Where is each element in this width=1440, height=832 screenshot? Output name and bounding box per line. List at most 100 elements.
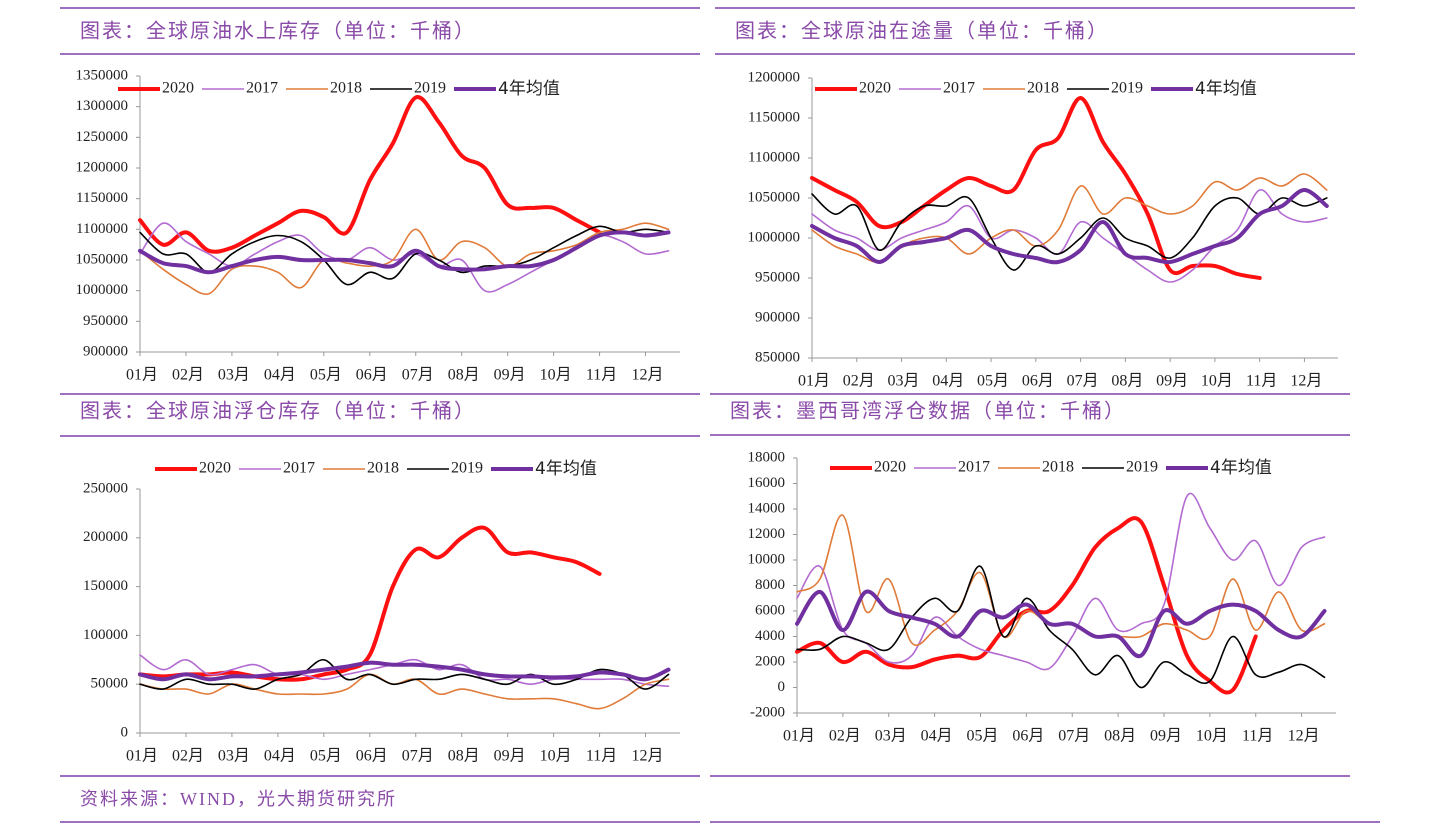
x-tick-label: 02月: [843, 373, 875, 390]
series-line: [138, 230, 671, 275]
x-tick-label: 08月: [1111, 373, 1143, 390]
legend-label: 2020: [199, 460, 231, 477]
x-tick-label: 10月: [540, 748, 572, 765]
x-tick-label: 11月: [1242, 728, 1273, 745]
legend-label: 2017: [283, 460, 315, 477]
y-tick-label: 1200000: [76, 159, 129, 175]
legend-label: 2017: [943, 80, 975, 97]
y-tick-label: 2000: [755, 653, 785, 669]
x-tick-label: 08月: [1104, 728, 1136, 745]
chart-title: 图表：全球原油浮仓库存（单位：千桶）: [80, 400, 476, 423]
x-tick-label: 04月: [932, 373, 964, 390]
y-tick-label: 900000: [755, 309, 800, 325]
y-tick-label: 1100000: [748, 149, 800, 165]
x-tick-label: 10月: [1196, 728, 1228, 745]
x-tick-label: 01月: [783, 728, 815, 745]
series-line: [810, 188, 1329, 265]
legend-label: 2018: [1042, 459, 1074, 476]
y-tick-label: -2000: [750, 704, 785, 720]
x-tick-label: 01月: [798, 373, 830, 390]
x-tick-label: 09月: [494, 367, 526, 384]
x-tick-label: 03月: [218, 748, 250, 765]
legend-label: 4年均值: [1195, 79, 1257, 99]
x-tick-label: 06月: [356, 367, 388, 384]
x-tick-label: 12月: [632, 367, 664, 384]
series-line: [811, 193, 1328, 271]
legend-label: 2017: [958, 459, 990, 476]
x-tick-label: 10月: [540, 367, 572, 384]
y-tick-label: 1000000: [76, 282, 129, 298]
y-tick-label: 1250000: [76, 129, 129, 145]
x-tick-label: 12月: [1288, 728, 1320, 745]
y-tick-label: 1150000: [748, 109, 800, 125]
y-tick-label: 1050000: [748, 189, 801, 205]
x-tick-label: 03月: [875, 728, 907, 745]
series-line: [795, 589, 1327, 659]
legend-label: 4年均值: [498, 79, 560, 99]
y-tick-label: 150000: [83, 578, 128, 594]
y-tick-label: 250000: [83, 480, 128, 496]
x-tick-label: 01月: [126, 748, 158, 765]
y-tick-label: 850000: [755, 349, 800, 365]
x-tick-label: 12月: [632, 748, 664, 765]
legend-label: 2018: [367, 460, 399, 477]
y-tick-label: 950000: [83, 313, 128, 329]
legend-label: 4年均值: [1210, 458, 1272, 478]
x-tick-label: 09月: [494, 748, 526, 765]
series-line: [811, 189, 1328, 283]
x-tick-label: 06月: [1022, 373, 1054, 390]
x-tick-label: 07月: [402, 748, 434, 765]
source-note: 资料来源：WIND，光大期货研究所: [80, 789, 397, 809]
x-tick-label: 12月: [1290, 373, 1322, 390]
y-tick-label: 1350000: [76, 67, 129, 83]
series-line: [138, 660, 671, 682]
x-tick-label: 09月: [1156, 373, 1188, 390]
series-line: [138, 95, 602, 254]
y-tick-label: 1100000: [76, 221, 128, 237]
x-tick-label: 08月: [448, 748, 480, 765]
series-line: [796, 565, 1326, 689]
x-tick-label: 04月: [264, 367, 296, 384]
y-tick-label: 1200000: [748, 69, 801, 85]
series-line: [811, 173, 1328, 263]
series-line: [139, 659, 670, 690]
legend-label: 2020: [874, 459, 906, 476]
x-tick-label: 03月: [888, 373, 920, 390]
x-tick-label: 04月: [921, 728, 953, 745]
x-tick-label: 05月: [310, 367, 342, 384]
y-tick-label: 1150000: [76, 190, 128, 206]
legend-label: 2020: [162, 80, 194, 97]
y-tick-label: 14000: [748, 500, 786, 516]
series-line: [138, 525, 602, 682]
chart-title: 图表：墨西哥湾浮仓数据（单位：千桶）: [730, 400, 1126, 423]
x-tick-label: 06月: [1012, 728, 1044, 745]
y-tick-label: 200000: [83, 529, 128, 545]
y-tick-label: 6000: [755, 602, 785, 618]
x-tick-label: 06月: [356, 748, 388, 765]
x-tick-label: 01月: [126, 367, 158, 384]
series-line: [796, 492, 1326, 671]
x-tick-label: 05月: [977, 373, 1009, 390]
x-tick-label: 02月: [172, 367, 204, 384]
legend-label: 4年均值: [535, 459, 597, 479]
x-tick-label: 03月: [218, 367, 250, 384]
x-tick-label: 05月: [310, 748, 342, 765]
y-tick-label: 1000000: [748, 229, 801, 245]
legend-label: 2019: [451, 460, 483, 477]
y-tick-label: 8000: [755, 577, 785, 593]
x-tick-label: 02月: [829, 728, 861, 745]
x-tick-label: 07月: [1058, 728, 1090, 745]
y-tick-label: 100000: [83, 627, 128, 643]
y-tick-label: 10000: [748, 551, 786, 567]
y-tick-label: 4000: [755, 628, 785, 644]
x-tick-label: 11月: [586, 748, 617, 765]
x-tick-label: 11月: [586, 367, 617, 384]
x-tick-label: 02月: [172, 748, 204, 765]
y-tick-label: 50000: [91, 676, 129, 692]
legend-label: 2019: [1111, 80, 1143, 97]
x-tick-label: 07月: [402, 367, 434, 384]
y-tick-label: 18000: [748, 449, 786, 465]
legend-label: 2017: [246, 80, 278, 97]
x-tick-label: 11月: [1246, 373, 1277, 390]
